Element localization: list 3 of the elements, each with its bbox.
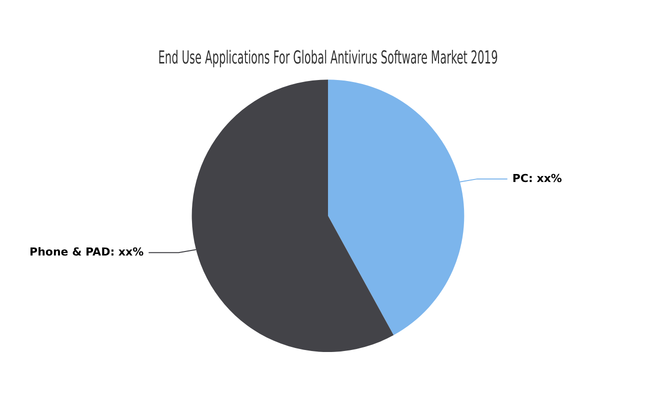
slice-label: Phone & PAD: xx% <box>30 246 144 259</box>
chart-title: End Use Applications For Global Antivirus Software Market 2019 <box>158 48 498 68</box>
slice-label: PC: xx% <box>512 172 562 185</box>
